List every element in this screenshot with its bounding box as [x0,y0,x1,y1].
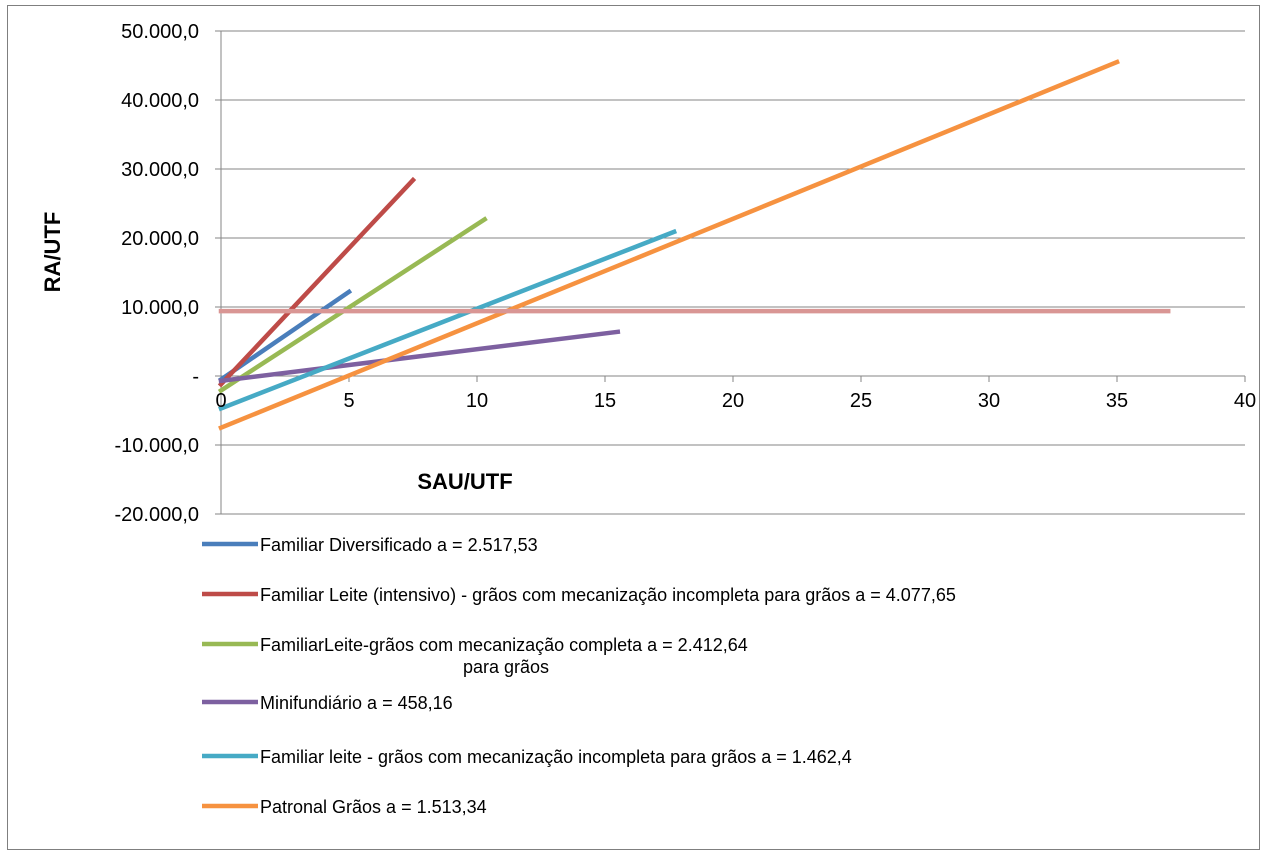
x-tick-label: 35 [1106,390,1128,412]
chart-frame: 50.000,0 40.000,0 30.000,0 20.000,0 10.000,0… [7,5,1260,850]
legend-label-5: Familiar leite - grãos com mecanização i… [260,747,852,767]
x-tick-label: 25 [850,390,872,412]
legend-label-2: Familiar Leite (intensivo) - grãos com m… [260,585,956,605]
x-tick-label: 40 [1234,390,1256,412]
y-tick-label: -10.000,0 [114,435,199,457]
legend-label-1: Familiar Diversificado a = 2.517,53 [260,535,538,555]
x-tick-label: 0 [215,390,226,412]
y-tick-label: 30.000,0 [121,159,199,181]
y-tick-label: 50.000,0 [121,21,199,43]
legend-label-4: Minifundiário a = 458,16 [260,693,453,713]
legend-label-3: FamiliarLeite-grãos com mecanização comp… [260,635,748,655]
y-tick-label: 10.000,0 [121,297,199,319]
series-layer [217,59,1171,431]
x-tick-label: 20 [722,390,744,412]
series-line-4 [218,329,621,384]
tick-layer: 50.000,0 40.000,0 30.000,0 20.000,0 10.000,0… [114,21,1256,526]
legend-label-6: Patronal Grãos a = 1.513,34 [260,797,487,817]
series-line-3 [217,216,488,394]
x-tick-label: 10 [466,390,488,412]
chart-svg: 50.000,0 40.000,0 30.000,0 20.000,0 10.000,0… [40,21,1256,817]
legend-label-continuation-3: para grãos [463,657,549,677]
x-tick-label: 5 [343,390,354,412]
y-tick-label: 40.000,0 [121,90,199,112]
series-line-6 [218,59,1120,431]
grid-layer [221,30,1245,515]
axis-layer [215,30,1246,515]
y-tick-label: -20.000,0 [114,504,199,526]
x-axis-title: SAU/UTF [417,469,512,494]
y-tick-label: 20.000,0 [121,228,199,250]
series-line-5 [218,228,678,412]
x-tick-label: 15 [594,390,616,412]
legend: Familiar Diversificado a = 2.517,53 Famil… [202,535,956,817]
x-tick-label: 30 [978,390,1000,412]
y-tick-label: - [192,366,199,388]
series-line-2 [217,176,417,388]
y-axis-title: RA/UTF [40,212,65,293]
